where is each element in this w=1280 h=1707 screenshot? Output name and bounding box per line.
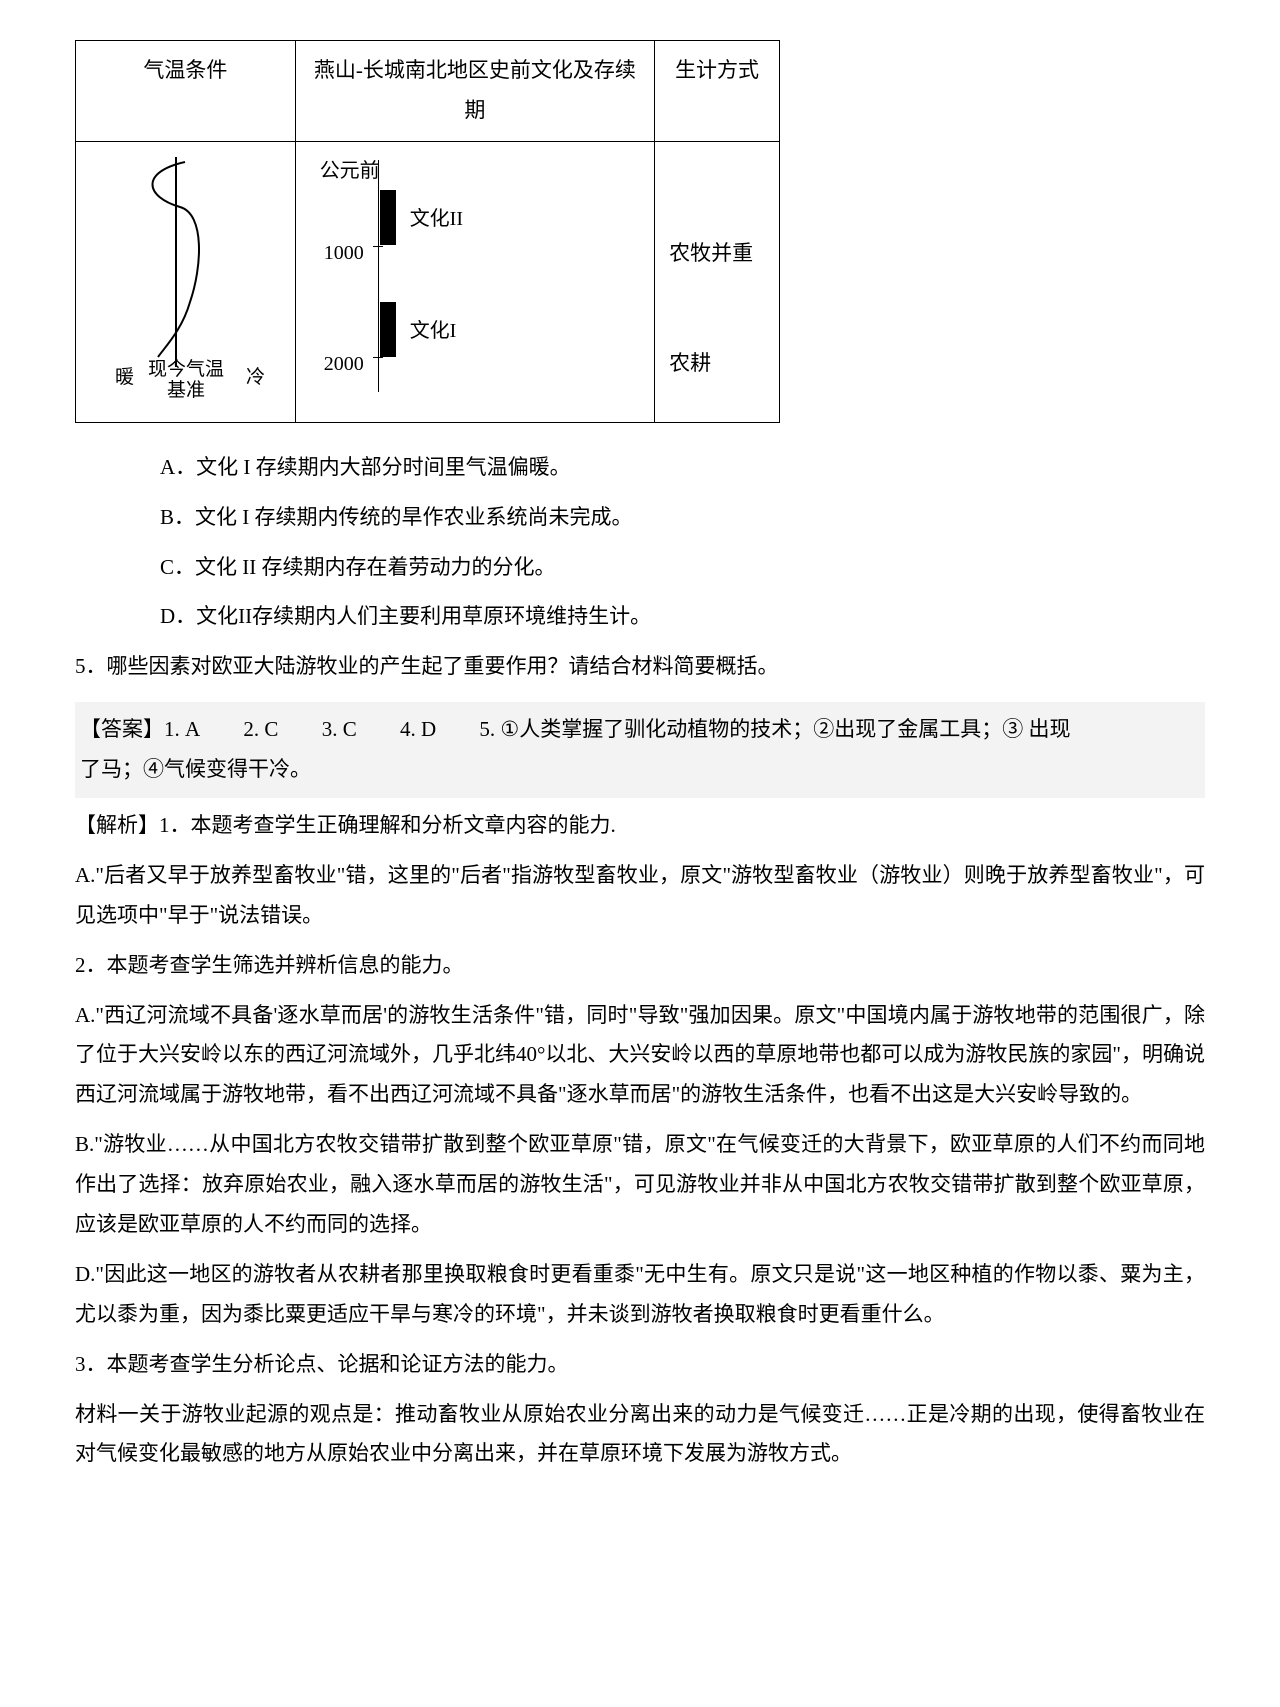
explain-3-title: 3．本题考查学生分析论点、论据和论证方法的能力。 [75,1345,1205,1385]
culture-1-label: 文化I [410,312,457,350]
table-header-row: 气温条件 燕山-长城南北地区史前文化及存续期 生计方式 [76,41,780,142]
cell-life: 农牧并重 农耕 [655,141,780,422]
diagram-table: 气温条件 燕山-长城南北地区史前文化及存续期 生计方式 暖 现今气温 基准 [75,40,780,423]
header-life: 生计方式 [655,41,780,142]
option-c: C．文化 II 存续期内存在着劳动力的分化。 [160,548,1205,588]
tick-1000 [373,246,383,248]
options-block: A．文化 I 存续期内大部分时间里气温偏暖。 B．文化 I 存续期内传统的旱作农… [160,448,1205,638]
explain-2-a: A."西辽河流域不具备'逐水草而居'的游牧生活条件"错，同时"导致"强加因果。原… [75,996,1205,1116]
life-mode-bottom: 农耕 [669,344,711,384]
explain-2-title: 2．本题考查学生筛选并辨析信息的能力。 [75,946,1205,986]
life-mode-top: 农牧并重 [669,234,753,274]
cell-temp: 暖 现今气温 基准 冷 [76,141,296,422]
answer-line-2: 了马；④气候变得干冷。 [80,750,1200,790]
culture-timeline: 公元前 1000 2000 文化II 文化I [310,152,640,412]
explain-2-b: B."游牧业……从中国北方农牧交错带扩散到整个欧亚草原"错，原文"在气候变迁的大… [75,1125,1205,1245]
label-1000: 1000 [324,234,364,272]
explain-1-a: A."后者又早于放养型畜牧业"错，这里的"后者"指游牧型畜牧业，原文"游牧型畜牧… [75,856,1205,936]
label-2000: 2000 [324,345,364,383]
cell-culture: 公元前 1000 2000 文化II 文化I [295,141,654,422]
header-culture: 燕山-长城南北地区史前文化及存续期 [295,41,654,142]
table-body-row: 暖 现今气温 基准 冷 公元前 1000 [76,141,780,422]
option-b: B．文化 I 存续期内传统的旱作农业系统尚未完成。 [160,498,1205,538]
explain-1-title: 【解析】1．本题考查学生正确理解和分析文章内容的能力. [75,806,1205,846]
label-baseline: 现今气温 基准 [148,360,224,402]
answer-block: 【答案】1. A 2. C 3. C 4. D 5. ①人类掌握了驯化动植物的技… [75,702,1205,798]
axis-label-bc: 公元前 [320,152,380,190]
temp-curve [90,152,290,372]
culture-2-bar [380,190,396,245]
explanation-block: 【解析】1．本题考查学生正确理解和分析文章内容的能力. A."后者又早于放养型畜… [75,806,1205,1474]
header-temp: 气温条件 [76,41,296,142]
temperature-diagram: 暖 现今气温 基准 冷 [90,152,281,412]
label-warm: 暖 [115,360,134,396]
tick-2000 [373,357,383,359]
question-5: 5．哪些因素对欧亚大陆游牧业的产生起了重要作用？请结合材料简要概括。 [75,647,1205,687]
explain-3-body: 材料一关于游牧业起源的观点是：推动畜牧业从原始农业分离出来的动力是气候变迁……正… [75,1395,1205,1475]
temp-curve-path [153,162,200,357]
label-cold: 冷 [246,360,265,396]
culture-2-label: 文化II [410,200,463,238]
answer-line-1: 【答案】1. A 2. C 3. C 4. D 5. ①人类掌握了驯化动植物的技… [80,710,1200,750]
explain-2-d: D."因此这一地区的游牧者从农耕者那里换取粮食时更看重黍"无中生有。原文只是说"… [75,1255,1205,1335]
temp-axis-labels: 暖 现今气温 基准 冷 [90,360,281,402]
culture-1-bar [380,302,396,357]
option-d: D．文化II存续期内人们主要利用草原环境维持生计。 [160,597,1205,637]
option-a: A．文化 I 存续期内大部分时间里气温偏暖。 [160,448,1205,488]
